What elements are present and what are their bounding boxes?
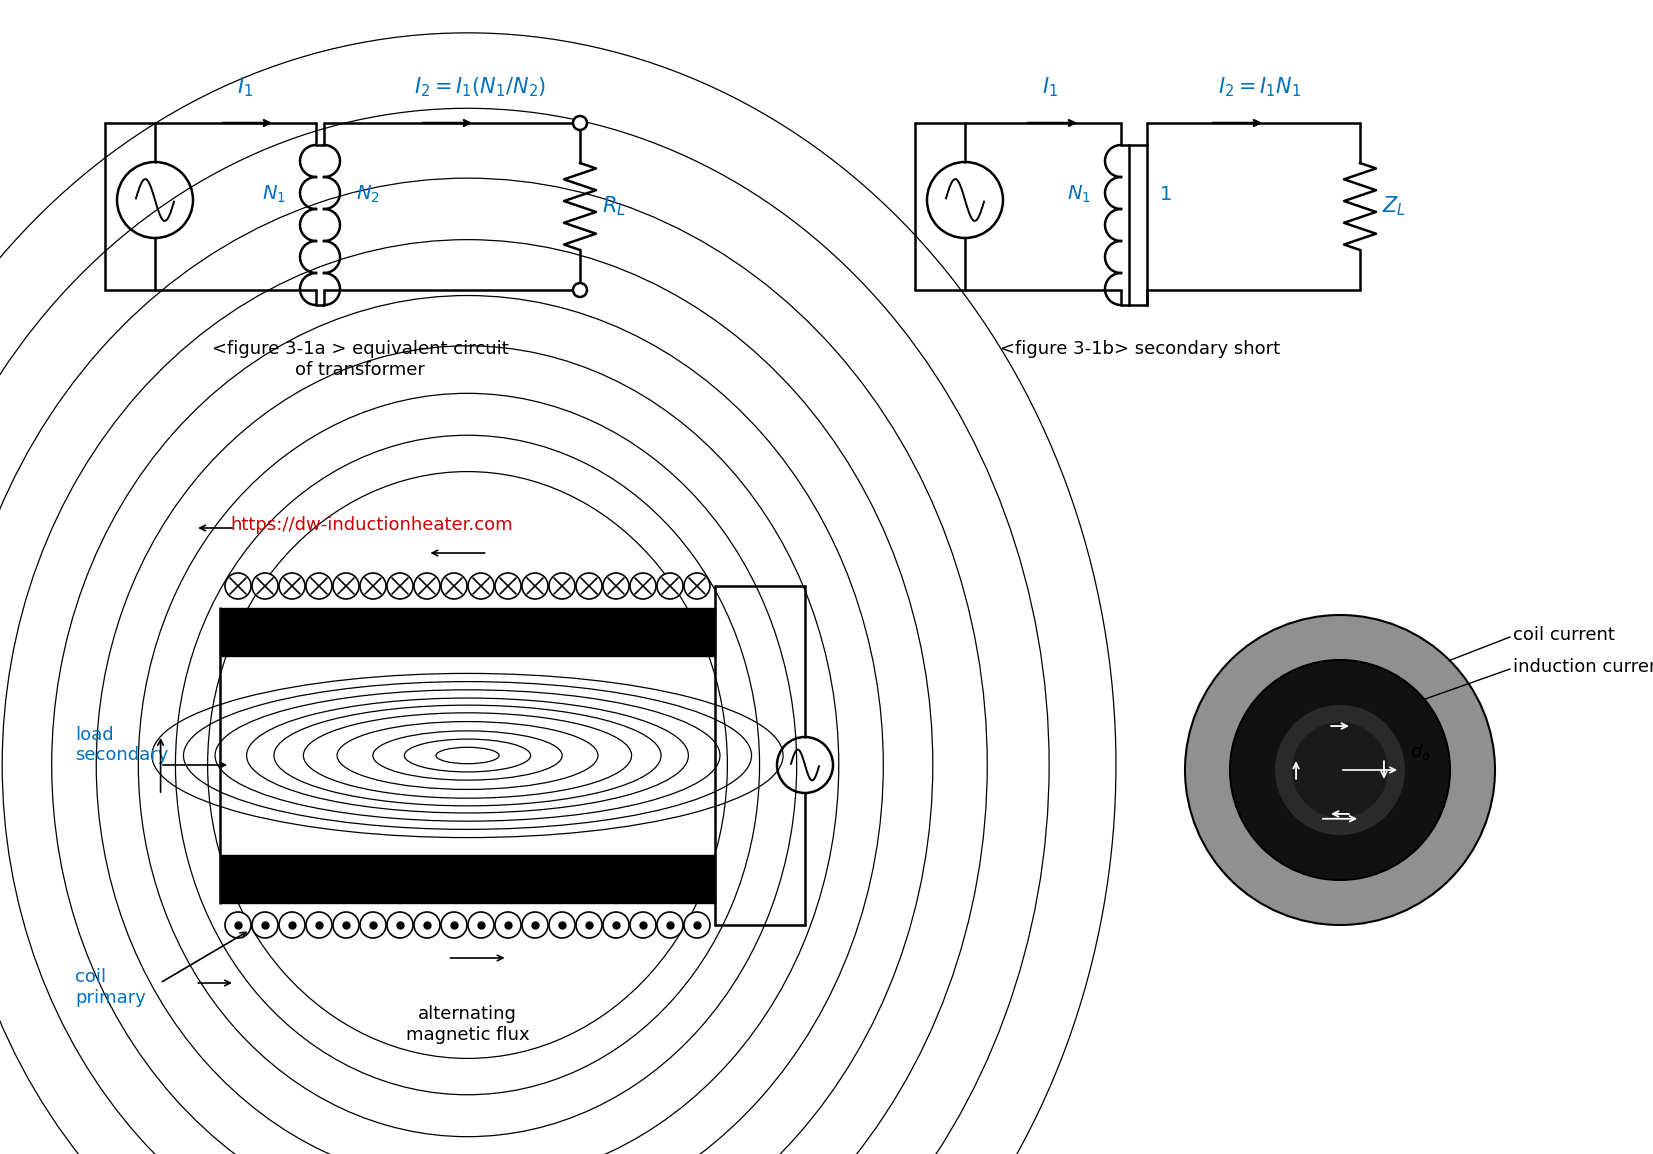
Bar <box>220 855 716 902</box>
Circle shape <box>251 574 278 599</box>
Text: https://dw-inductionheater.com: https://dw-inductionheater.com <box>230 516 512 534</box>
Circle shape <box>630 912 656 938</box>
Circle shape <box>251 912 278 938</box>
Circle shape <box>494 912 521 938</box>
Circle shape <box>684 912 711 938</box>
Circle shape <box>468 574 494 599</box>
Circle shape <box>549 574 575 599</box>
Text: $N_1$: $N_1$ <box>263 183 286 205</box>
Circle shape <box>413 912 440 938</box>
Circle shape <box>575 912 602 938</box>
Text: induction current: induction current <box>1512 658 1653 676</box>
Text: alternating
magnetic flux: alternating magnetic flux <box>405 1005 529 1044</box>
Circle shape <box>522 912 549 938</box>
Text: coil
primary: coil primary <box>74 968 145 1006</box>
Circle shape <box>1185 615 1494 926</box>
Circle shape <box>575 574 602 599</box>
Text: $I_1$: $I_1$ <box>236 75 253 98</box>
Circle shape <box>603 574 630 599</box>
Circle shape <box>656 912 683 938</box>
Circle shape <box>413 574 440 599</box>
Circle shape <box>279 912 306 938</box>
Circle shape <box>603 912 630 938</box>
Circle shape <box>522 574 549 599</box>
Text: $I_2=I_1 N_1$: $I_2=I_1 N_1$ <box>1218 75 1301 98</box>
Text: $N_2$: $N_2$ <box>355 183 380 205</box>
Text: $1$: $1$ <box>1159 185 1172 204</box>
Text: $N_1$: $N_1$ <box>1068 183 1091 205</box>
Circle shape <box>306 912 332 938</box>
Text: <figure 3-1b> secondary short: <figure 3-1b> secondary short <box>1000 340 1279 358</box>
Bar <box>220 608 716 655</box>
Circle shape <box>387 574 413 599</box>
Circle shape <box>574 283 587 297</box>
Circle shape <box>279 574 306 599</box>
Text: $Z_L$: $Z_L$ <box>1382 194 1407 218</box>
Circle shape <box>441 574 468 599</box>
Circle shape <box>494 574 521 599</box>
Text: $I_1$: $I_1$ <box>1041 75 1058 98</box>
Circle shape <box>441 912 468 938</box>
Circle shape <box>225 574 251 599</box>
Circle shape <box>306 574 332 599</box>
Circle shape <box>225 912 251 938</box>
Circle shape <box>684 574 711 599</box>
Circle shape <box>360 574 387 599</box>
Circle shape <box>1293 722 1389 818</box>
Text: coil current: coil current <box>1512 625 1615 644</box>
Text: $d_o$: $d_o$ <box>1410 741 1430 762</box>
Circle shape <box>630 574 656 599</box>
Circle shape <box>574 117 587 130</box>
Circle shape <box>360 912 387 938</box>
Text: load
secondary: load secondary <box>74 726 169 764</box>
Circle shape <box>387 912 413 938</box>
Circle shape <box>549 912 575 938</box>
Circle shape <box>468 912 494 938</box>
Circle shape <box>332 912 359 938</box>
Text: $R_L$: $R_L$ <box>602 194 626 218</box>
Text: <figure 3-1a > equivalent circuit
of transformer: <figure 3-1a > equivalent circuit of tra… <box>212 340 509 379</box>
Text: $I_2=I_1 (N_1/N_2)$: $I_2=I_1 (N_1/N_2)$ <box>413 75 545 98</box>
Circle shape <box>332 574 359 599</box>
Circle shape <box>656 574 683 599</box>
Circle shape <box>1274 705 1405 835</box>
Circle shape <box>1230 660 1450 881</box>
